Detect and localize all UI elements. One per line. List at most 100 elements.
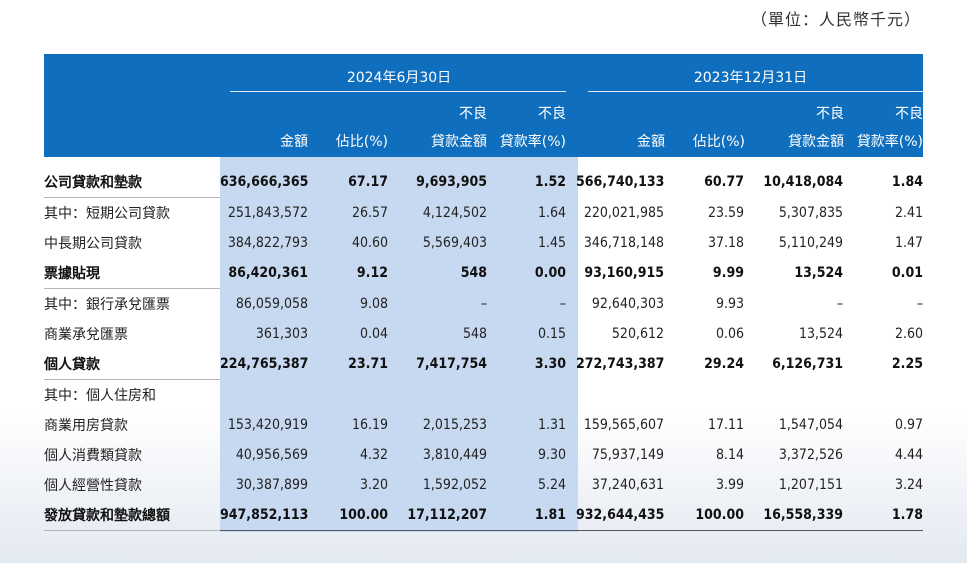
cell-value: 1.47 <box>894 235 923 251</box>
cell-value: 1.64 <box>537 204 566 221</box>
cell-value: 9.93 <box>715 295 744 312</box>
cell-value <box>853 380 923 411</box>
cell-value: 384,822,793 <box>227 235 308 251</box>
cell-value: 0.01 <box>891 265 923 282</box>
table-row: 公司貸款和墊款 636,666,365 67.17 9,693,905 1.52 566,… <box>44 167 923 198</box>
cell-value: 1,207,151 <box>778 477 843 493</box>
header-divider-2023 <box>588 91 923 92</box>
cell-value: 75,937,149 <box>591 447 664 463</box>
cell-value: 5,110,249 <box>778 235 843 251</box>
cell-value: 6,126,731 <box>772 356 843 373</box>
cell-value: – <box>916 295 923 312</box>
cell-value: 1.81 <box>497 500 576 531</box>
cell-value: 548 <box>460 265 487 282</box>
cell-value: 40,956,569 <box>235 447 308 463</box>
cell-value: 16,558,339 <box>754 500 853 531</box>
cell-value: 13,524 <box>794 265 843 282</box>
cell-value: 100.00 <box>318 500 398 531</box>
cell-value: 3.24 <box>894 477 923 493</box>
cell-value: 0.04 <box>359 326 388 342</box>
cell-value: 566,740,133 <box>576 174 665 191</box>
row-label: 其中：個人住房和 <box>44 388 156 404</box>
cell-value: 947,852,113 <box>220 500 318 531</box>
cell-value: 3.99 <box>715 477 744 493</box>
table-row: 其中：短期公司貸款 251,843,572 26.57 4,124,502 1.64 22… <box>44 198 923 229</box>
table-row: 其中：銀行承兌匯票 86,059,058 9.08 – – 92,640,303 9.93 –… <box>44 289 923 320</box>
cell-value: – <box>559 295 566 312</box>
cell-value <box>576 380 674 411</box>
cell-value: 17.11 <box>707 417 744 433</box>
cell-value: 1.45 <box>537 235 566 251</box>
cell-value: 92,640,303 <box>591 295 664 312</box>
cell-value <box>497 380 576 411</box>
cell-value: 5,569,403 <box>422 235 487 251</box>
col-npl-ratio-2024: 貸款率(%) <box>499 134 566 150</box>
current-period-highlight <box>220 157 578 532</box>
cell-value: 93,160,915 <box>584 265 664 282</box>
cell-value: 100.00 <box>674 500 754 531</box>
cell-value: 5,307,835 <box>778 204 843 221</box>
row-label: 票據貼現 <box>44 258 220 289</box>
cell-value: 9.08 <box>359 295 388 312</box>
cell-value: 67.17 <box>348 174 388 191</box>
col-share-2023: 佔比(%) <box>692 134 745 150</box>
row-label: 其中：短期公司貸款 <box>44 206 170 222</box>
period-title-2023: 2023年12月31日 <box>693 70 808 86</box>
cell-value: 2.60 <box>894 326 923 342</box>
cell-value: 251,843,572 <box>227 204 308 221</box>
header-divider-2024 <box>230 91 566 92</box>
cell-value: – <box>836 295 843 312</box>
unit-label: （單位：人民幣千元） <box>750 10 921 29</box>
cell-value: 346,718,148 <box>583 235 664 251</box>
table-row: 個人經營性貸款 30,387,899 3.20 1,592,052 5.24 37,240… <box>44 470 923 500</box>
cell-value: 17,112,207 <box>398 500 497 531</box>
cell-value: 9,693,905 <box>416 174 487 191</box>
row-label: 個人經營性貸款 <box>44 478 142 494</box>
loan-table: 公司貸款和墊款 636,666,365 67.17 9,693,905 1.52 566,… <box>44 167 923 531</box>
row-label: 中長期公司貸款 <box>44 236 142 252</box>
cell-value: 0.15 <box>537 326 566 342</box>
cell-value: 1.84 <box>891 174 923 191</box>
row-label: 商業承兌匯票 <box>44 327 128 343</box>
cell-value: 2.25 <box>891 356 923 373</box>
col-npl-amount-top-2024: 不良 <box>459 106 487 122</box>
cell-value: 4.44 <box>894 447 923 463</box>
cell-value: 3,810,449 <box>422 447 487 463</box>
table-row: 票據貼現 86,420,361 9.12 548 0.00 93,160,915 9.99 1… <box>44 258 923 289</box>
cell-value: 3,372,526 <box>778 447 843 463</box>
cell-value: 30,387,899 <box>235 477 308 493</box>
cell-value: 37,240,631 <box>591 477 664 493</box>
table-row: 個人消費類貸款 40,956,569 4.32 3,810,449 9.30 75,937… <box>44 440 923 470</box>
cell-value: – <box>480 295 487 312</box>
cell-value: 4,124,502 <box>422 204 487 221</box>
cell-value: 153,420,919 <box>227 417 308 433</box>
table-row: 商業用房貸款 153,420,919 16.19 2,015,253 1.31 159,5… <box>44 410 923 440</box>
cell-value <box>398 380 497 411</box>
table-row: 其中：個人住房和 <box>44 380 923 411</box>
cell-value: 0.00 <box>534 265 566 282</box>
col-amount-2024: 金額 <box>280 134 308 150</box>
cell-value: 548 <box>462 326 487 342</box>
col-npl-amount-2023: 貸款金額 <box>788 134 844 150</box>
cell-value: 1.78 <box>853 500 923 531</box>
table-row: 個人貸款 224,765,387 23.71 7,417,754 3.30 272,743… <box>44 349 923 380</box>
cell-value: 9.99 <box>712 265 744 282</box>
cell-value: 932,644,435 <box>576 500 674 531</box>
cell-value: 636,666,365 <box>220 174 309 191</box>
cell-value: 13,524 <box>798 326 843 342</box>
cell-value: 2.41 <box>894 204 923 221</box>
cell-value <box>754 380 853 411</box>
cell-value: 224,765,387 <box>220 356 309 373</box>
cell-value <box>674 380 754 411</box>
cell-value: 3.20 <box>359 477 388 493</box>
cell-value: 0.97 <box>894 417 923 433</box>
cell-value: 9.12 <box>356 265 388 282</box>
cell-value: 1.31 <box>537 417 566 433</box>
cell-value: 4.32 <box>359 447 388 463</box>
cell-value: 23.59 <box>707 204 744 221</box>
col-npl-amount-top-2023: 不良 <box>816 106 844 122</box>
row-label: 其中：銀行承兌匯票 <box>44 297 170 313</box>
cell-value: 40.60 <box>351 235 388 251</box>
cell-value: 1,547,054 <box>778 417 843 433</box>
cell-value: 10,418,084 <box>763 174 843 191</box>
